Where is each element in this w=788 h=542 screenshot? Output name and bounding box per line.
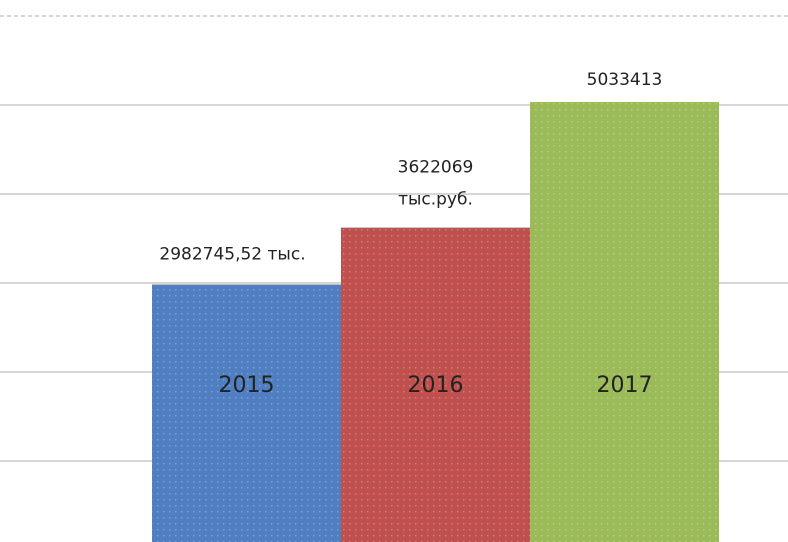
x-tick-label: 2016 [408, 373, 464, 398]
x-tick-label: 2017 [597, 373, 653, 398]
bar-texture [152, 284, 341, 542]
data-label-line: 5033413 [587, 70, 663, 90]
x-tick-label: 2015 [219, 373, 275, 398]
data-label: 3622069 тыс.руб. [398, 158, 474, 210]
data-label: 2982745,52 тыс. [159, 245, 305, 265]
data-label-line: тыс.руб. [398, 190, 473, 210]
data-label-line: 2982745,52 тыс. [159, 245, 305, 265]
bar-texture [341, 227, 530, 542]
bar-texture [530, 102, 719, 542]
data-label: 5033413 [587, 70, 663, 90]
data-label-line: 3622069 [398, 158, 474, 178]
